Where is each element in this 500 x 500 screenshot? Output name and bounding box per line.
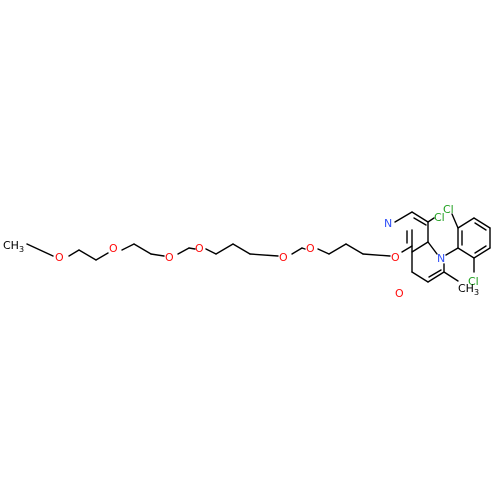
ring2-bond-3b xyxy=(428,269,442,278)
atom-ether-oxygen-4: O xyxy=(195,242,204,255)
atom-ring-nitrogen-pyridone: N xyxy=(437,252,445,265)
bond-layer-visible xyxy=(26,211,491,283)
atom-ether-oxygen-6: O xyxy=(306,242,315,255)
ring1-bond-5 xyxy=(411,241,429,253)
ring2-bond-3 xyxy=(427,271,445,283)
chain-bond-5 xyxy=(121,243,135,251)
phenyl-bond-5b xyxy=(474,245,487,254)
atom-ether-oxygen-3: O xyxy=(165,251,174,264)
chain-bond-7 xyxy=(150,253,165,257)
atom-ether-oxygen-2: O xyxy=(109,242,118,255)
chain-bond-14 xyxy=(291,247,303,255)
atom-methyl-left: CH3 xyxy=(3,239,24,254)
chain-bond-18 xyxy=(345,243,364,255)
subscript-digit: 3 xyxy=(474,288,479,297)
atom-carbonyl-oxygen: O xyxy=(395,287,404,300)
phenyl-bond-2 xyxy=(457,217,475,229)
atom-chlorine-ring: Cl xyxy=(434,211,445,224)
atom-chlorine-phenyl-top: Cl xyxy=(443,203,454,216)
ring2-bond-n-ph xyxy=(445,247,459,256)
atom-ring-nitrogen-pyridine: N xyxy=(384,217,392,230)
chain-bond-6 xyxy=(133,243,152,255)
phenyl-bond-6 xyxy=(457,247,475,259)
atom-methyl-ring: CH3 xyxy=(458,282,479,297)
chain-bond-17 xyxy=(328,243,347,255)
chain-bond-19 xyxy=(362,253,391,257)
subscript-digit: 3 xyxy=(19,245,24,254)
phenyl-bond-5 xyxy=(473,247,491,259)
chain-bond-9 xyxy=(188,247,196,250)
chain-bond-16 xyxy=(317,248,330,255)
atom-chlorine-phenyl-bottom: Cl xyxy=(468,275,479,288)
chain-bond-11 xyxy=(215,243,234,255)
ring2-bond-5 xyxy=(427,241,438,255)
chain-bond-8 xyxy=(177,247,190,255)
chain-bond-12 xyxy=(232,243,251,255)
ring1-bond-2 xyxy=(394,211,413,223)
chain-bond-2 xyxy=(68,249,80,257)
ring1-bond-3b xyxy=(413,217,427,226)
phenyl-bond-3b xyxy=(474,222,487,231)
phenyl-bond-3 xyxy=(473,217,491,229)
chain-bond-10 xyxy=(205,248,217,255)
chain-bond-1 xyxy=(26,243,54,257)
atom-label-layer: CH3 O O O O O O O N N O Cl Cl Cl CH3 xyxy=(3,203,479,300)
ring2-bond-methyl xyxy=(443,271,459,282)
chain-bond-13 xyxy=(249,253,279,257)
chain-bond-3 xyxy=(78,249,97,261)
chain-bond-15 xyxy=(301,247,306,250)
chain-bond-20 xyxy=(401,245,413,253)
atom-ether-oxygen-1: O xyxy=(55,251,64,264)
ring1-bond-cl xyxy=(427,217,435,223)
ring1-bond-3 xyxy=(411,211,429,223)
phenyl-bond-cl-top xyxy=(451,213,459,229)
chain-bond-4 xyxy=(95,252,109,261)
ring2-bond-2 xyxy=(411,271,429,283)
atom-aryl-ether-oxygen: O xyxy=(391,251,400,264)
atom-ether-oxygen-5: O xyxy=(279,251,288,264)
